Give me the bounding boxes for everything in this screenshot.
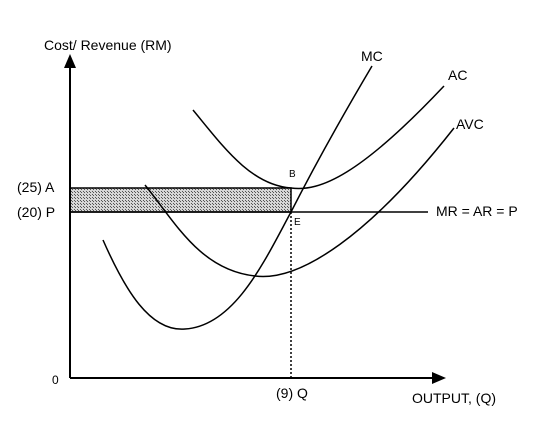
origin-label: 0 [52,373,59,387]
avc-label: AVC [456,116,484,132]
ac-label: AC [448,67,468,83]
point-b-label: B [289,169,296,180]
mc-label: MC [361,48,383,64]
y-tick-average-cost: (25) A [17,179,55,195]
y-tick-price: (20) P [17,204,56,220]
mc-curve [102,65,373,330]
ac-curve [192,85,445,190]
point-e-label: E [294,217,301,228]
avc-curve [144,127,455,278]
x-axis-label: OUTPUT, (Q) [412,390,496,406]
y-axis-label: Cost/ Revenue (RM) [44,37,172,53]
shaded-area [69,187,292,213]
x-tick-output: (9) Q [276,385,308,401]
demand-label: MR = AR = P [436,203,518,219]
x-axis-arrow [432,372,446,384]
y-axis-arrow [64,54,76,68]
